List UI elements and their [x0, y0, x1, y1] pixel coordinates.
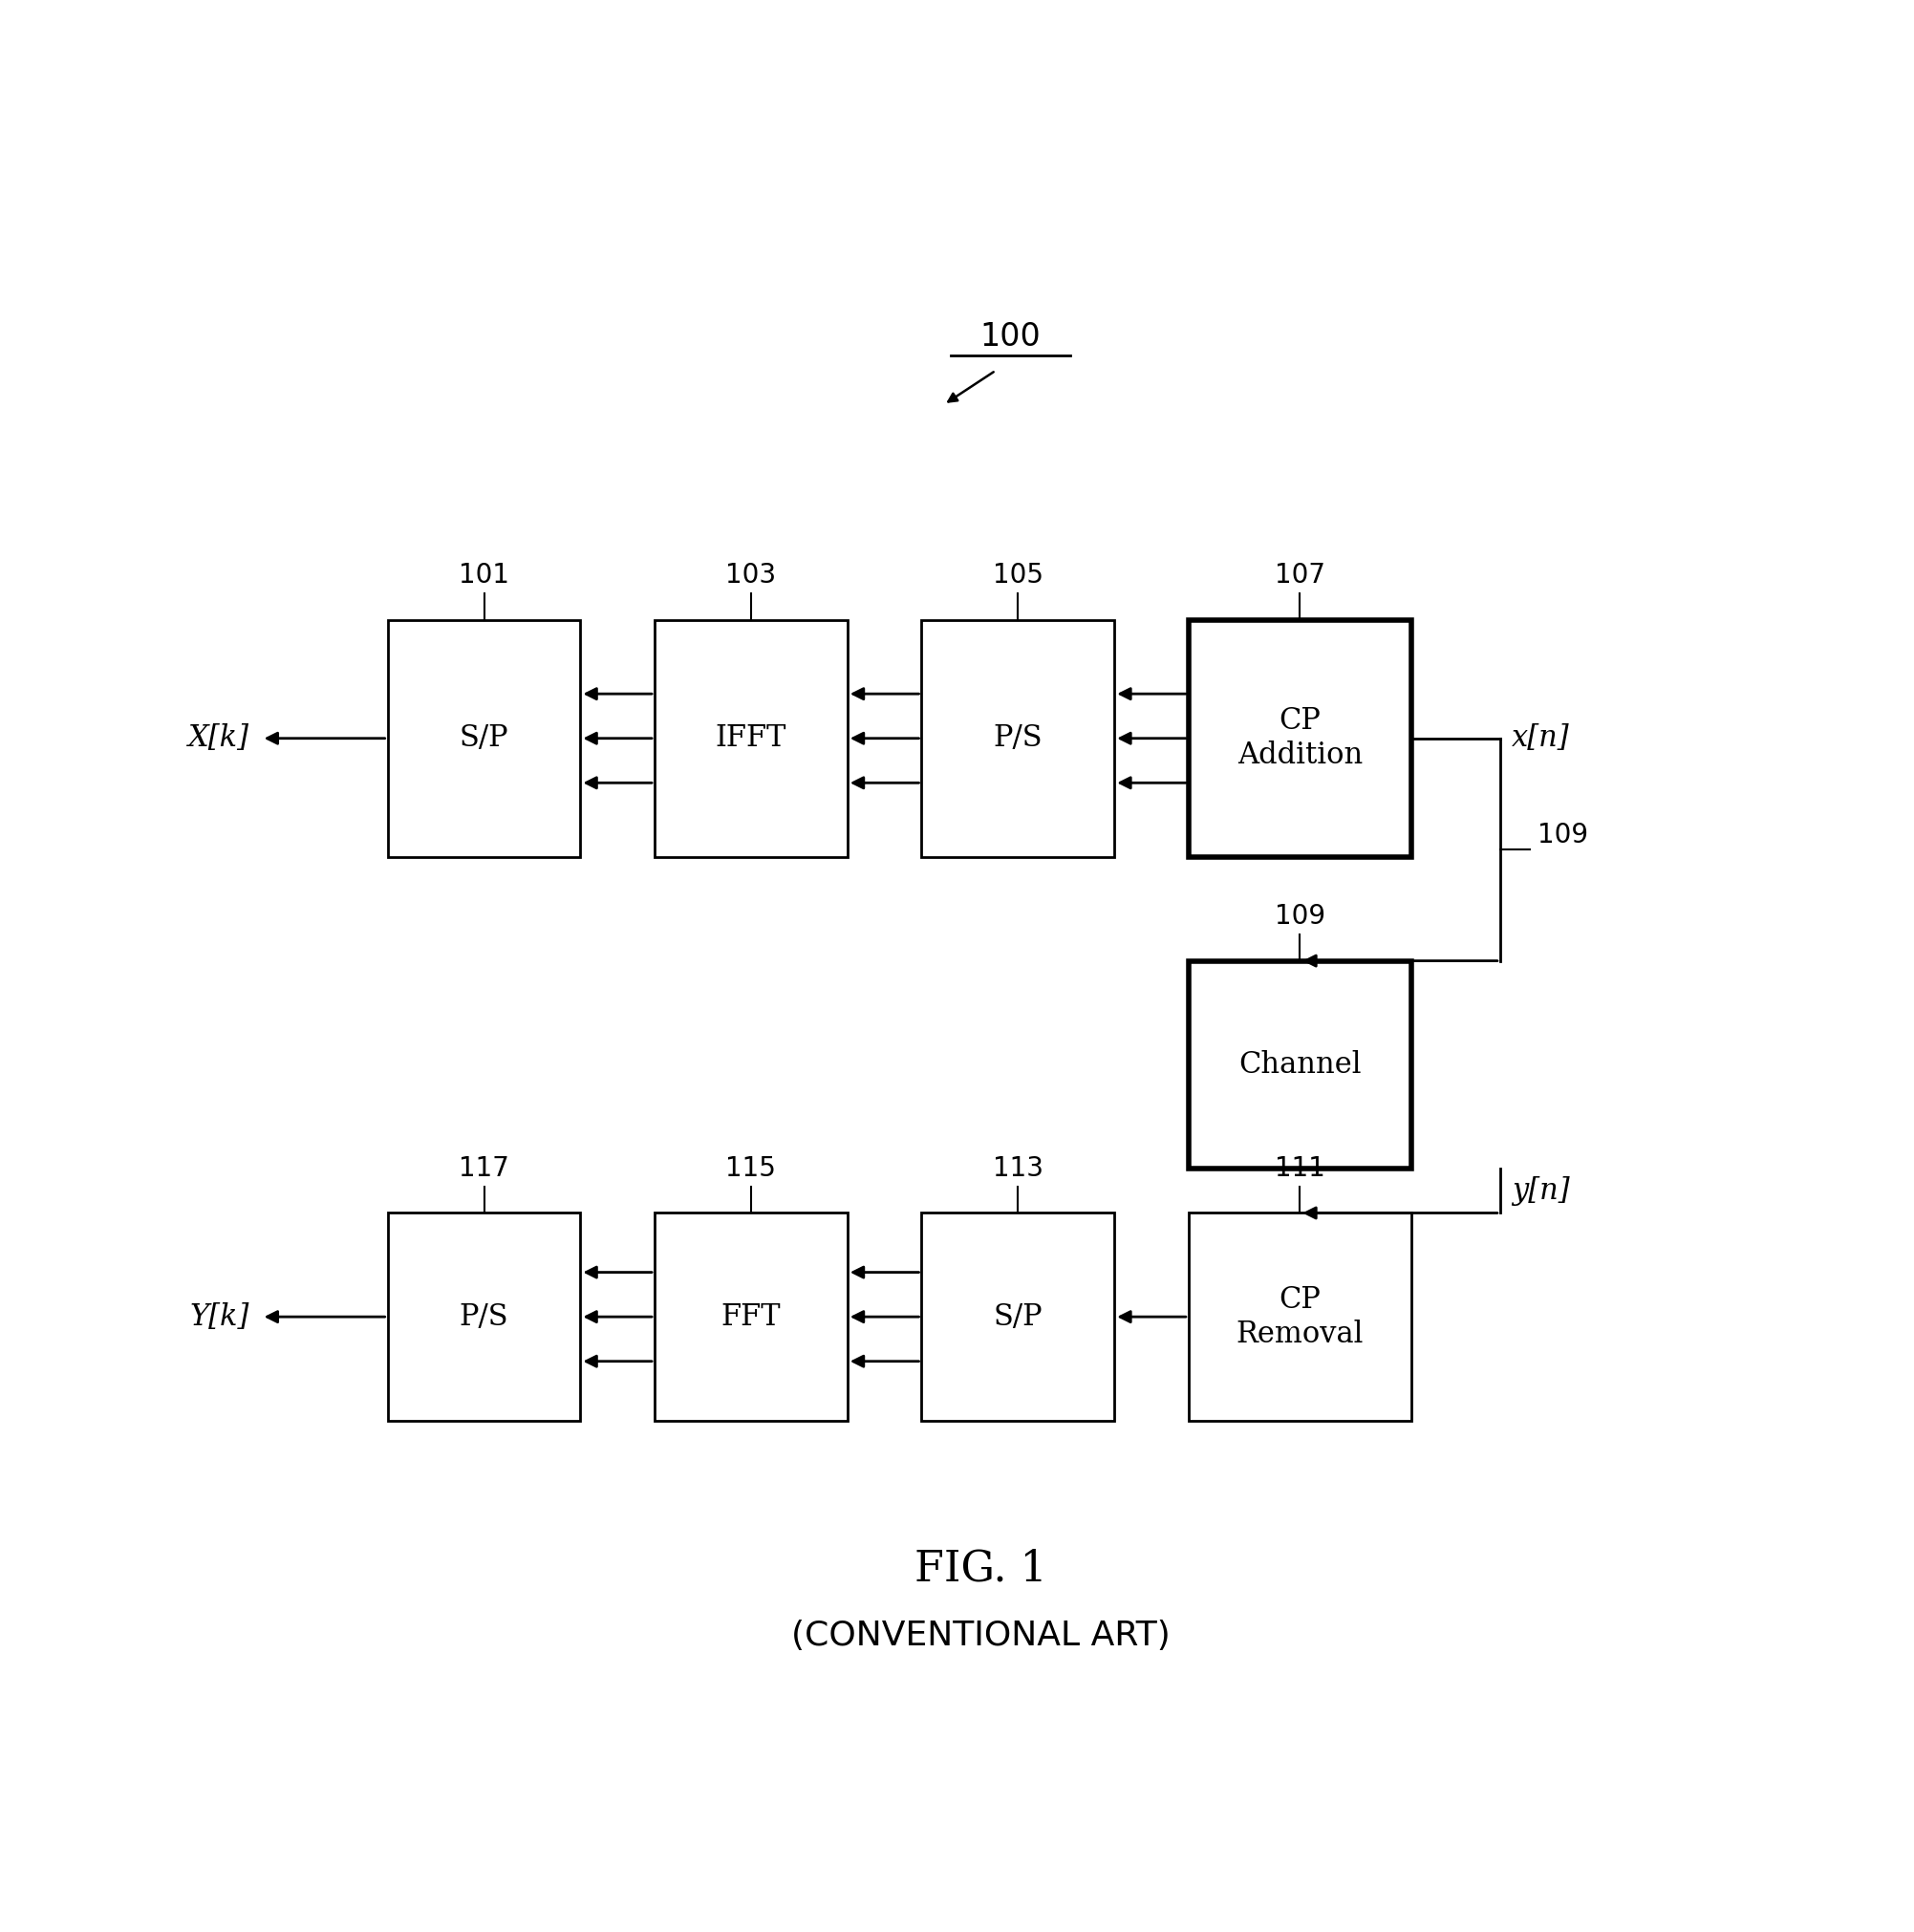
Text: FFT: FFT — [722, 1302, 781, 1331]
Bar — [655, 1213, 848, 1420]
Bar — [923, 1213, 1114, 1420]
Bar — [923, 620, 1114, 858]
Text: FIG. 1: FIG. 1 — [915, 1548, 1047, 1590]
Text: P/S: P/S — [993, 723, 1043, 753]
Text: CP
Removal: CP Removal — [1236, 1285, 1363, 1349]
Text: Y[k]: Y[k] — [189, 1302, 249, 1331]
Text: 109: 109 — [1537, 821, 1589, 848]
Text: S/P: S/P — [993, 1302, 1043, 1331]
Text: 109: 109 — [1275, 902, 1324, 929]
Text: CP
Addition: CP Addition — [1236, 707, 1363, 771]
Text: S/P: S/P — [459, 723, 509, 753]
Text: 107: 107 — [1275, 562, 1324, 589]
Bar — [387, 620, 580, 858]
Bar — [1189, 1213, 1411, 1420]
Text: 100: 100 — [980, 321, 1041, 354]
Text: (CONVENTIONAL ART): (CONVENTIONAL ART) — [790, 1619, 1171, 1652]
Bar — [655, 620, 848, 858]
Text: 105: 105 — [993, 562, 1043, 589]
Text: P/S: P/S — [459, 1302, 509, 1331]
Text: 113: 113 — [993, 1155, 1043, 1182]
Text: 101: 101 — [459, 562, 509, 589]
Bar — [1189, 960, 1411, 1169]
Text: IFFT: IFFT — [716, 723, 787, 753]
Text: y[n]: y[n] — [1512, 1177, 1569, 1206]
Text: 111: 111 — [1275, 1155, 1324, 1182]
Text: 117: 117 — [459, 1155, 509, 1182]
Text: 115: 115 — [725, 1155, 777, 1182]
Bar — [387, 1213, 580, 1420]
Text: Channel: Channel — [1238, 1049, 1361, 1080]
Text: X[k]: X[k] — [188, 723, 249, 753]
Text: 103: 103 — [725, 562, 777, 589]
Bar — [1189, 620, 1411, 858]
Text: x[n]: x[n] — [1512, 723, 1569, 753]
